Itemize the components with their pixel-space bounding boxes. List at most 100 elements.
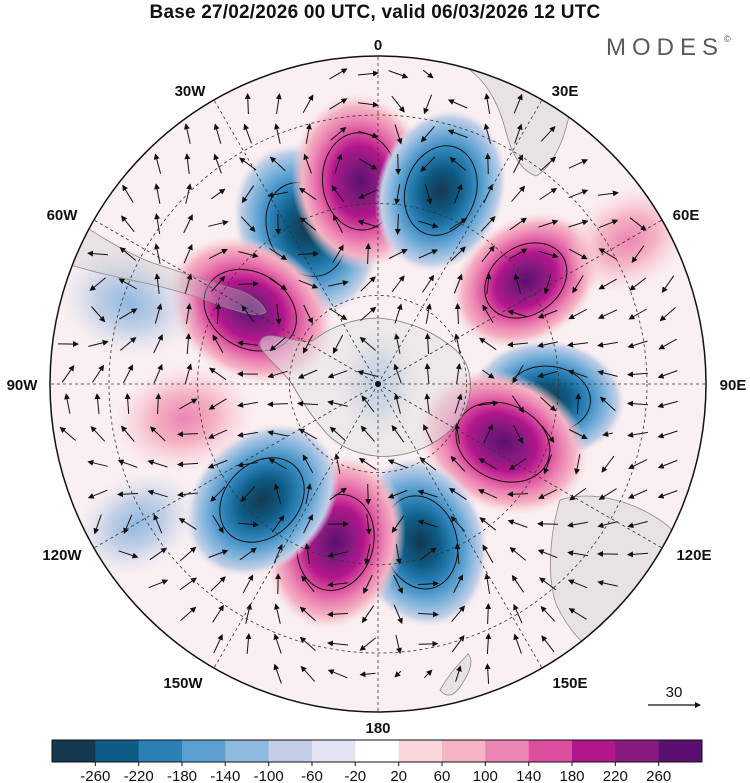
wind-vector-266 [271, 514, 285, 533]
wind-vector-315 [245, 603, 253, 624]
meridian-210 [213, 383, 379, 669]
wind-vector-154 [597, 341, 618, 348]
wind-vector-108 [453, 273, 463, 294]
wind-vector-93 [568, 248, 588, 260]
wind-vector-44 [185, 183, 193, 204]
wind-vector-284 [273, 543, 283, 564]
wind-vector-139 [153, 334, 163, 354]
longitude-label-180: 180 [365, 720, 390, 737]
wind-vector-155 [627, 340, 648, 349]
wind-vector-342 [359, 671, 376, 678]
wind-vector-42 [122, 184, 134, 203]
wind-vector-167 [357, 369, 378, 377]
colorbar-swatch-2 [138, 740, 183, 762]
wind-vector-23 [447, 129, 468, 138]
wind-vector-164 [267, 370, 288, 379]
wind-vector-183 [208, 398, 227, 410]
wind-vector-51 [394, 184, 401, 205]
wind-vector-234 [508, 458, 527, 471]
wind-vector-170 [455, 363, 462, 384]
wind-vector-267 [303, 514, 313, 534]
colorbar-tick-label-6: -20 [344, 768, 366, 783]
wind-vector-229 [358, 457, 377, 471]
wind-vector-104 [328, 280, 349, 287]
wind-vector-215 [541, 425, 555, 443]
colorbar-swatch-1 [95, 740, 139, 762]
wind-vector-101 [237, 280, 259, 287]
wind-vector-159 [123, 364, 133, 384]
longitude-label-90e: 90E [720, 377, 747, 394]
wind-vector-195 [575, 393, 582, 415]
latitude-circle-2 [108, 114, 648, 654]
wind-vector-251 [417, 489, 438, 498]
wind-vector-224 [207, 459, 228, 469]
wind-vector-49 [331, 185, 345, 203]
wind-vector-129 [482, 304, 494, 323]
wind-vector-339 [273, 663, 282, 684]
wind-vector-300 [242, 574, 254, 594]
wind-vector-282 [208, 549, 229, 558]
latitude-circle-1 [197, 203, 559, 565]
wind-vector-43 [154, 183, 161, 204]
wind-vector-120 [215, 303, 222, 325]
wind-vector-160 [153, 363, 163, 384]
wind-vector-178 [64, 393, 71, 414]
longitude-label-150w: 150W [163, 675, 203, 692]
wind-vector-88 [418, 249, 439, 259]
colorbar-tick-label-3: -140 [210, 768, 240, 783]
wind-vector-100 [211, 275, 226, 292]
wind-vector-247 [305, 483, 312, 504]
wind-vector-185 [267, 401, 289, 408]
wind-vector-214 [512, 424, 524, 444]
wind-vector-90 [481, 245, 495, 263]
wind-vector-196 [599, 396, 616, 412]
wind-vector-242 [147, 489, 168, 498]
wind-vector-102 [269, 278, 288, 291]
colorbar-swatch-12 [572, 740, 616, 762]
wind-vector-33 [334, 153, 343, 174]
wind-vector-189 [393, 393, 401, 414]
contour-line-2 [403, 145, 478, 236]
wind-vector-228 [334, 453, 341, 474]
wind-vector-281 [180, 546, 197, 561]
wind-vector-320 [393, 604, 403, 625]
wind-vector-78 [119, 246, 137, 261]
wind-vector-331 [327, 640, 349, 647]
wind-vector-291 [482, 544, 494, 563]
wind-vector-255 [538, 489, 558, 499]
wind-vector-22 [420, 126, 435, 143]
wind-vector-174 [567, 369, 588, 378]
wind-vector-5 [275, 93, 282, 114]
wind-vector-202 [149, 426, 166, 442]
wind-vector-290 [454, 543, 461, 565]
wind-vector-19 [330, 126, 347, 141]
wind-vector-263 [178, 518, 197, 530]
wind-vector-186 [297, 400, 319, 407]
wind-vector-177 [657, 370, 678, 379]
wind-vector-71 [480, 215, 496, 232]
wind-vector-192 [478, 400, 499, 407]
wind-vector-287 [364, 544, 371, 565]
wind-vector-89 [450, 246, 466, 262]
wind-vector-172 [512, 365, 524, 384]
wind-vector-126 [394, 303, 403, 324]
wind-vector-292 [509, 546, 527, 561]
wind-vector-54 [483, 183, 493, 204]
wind-vector-92 [538, 250, 559, 259]
wind-vector-48 [298, 187, 317, 201]
wind-vector-319 [361, 605, 375, 624]
wind-vector-2 [388, 70, 409, 79]
wind-vector-53 [454, 183, 463, 204]
wind-vector-264 [212, 515, 224, 534]
wind-vector-201 [120, 425, 135, 443]
wind-vector-39 [513, 154, 523, 174]
wind-vector-245 [240, 486, 256, 503]
wind-vector-219 [657, 430, 678, 439]
contour-line-3 [484, 242, 568, 319]
wind-vector-218 [627, 431, 648, 438]
wind-vector-246 [273, 483, 282, 504]
wind-vector-313 [180, 606, 197, 621]
longitude-label-90w: 90W [7, 377, 39, 394]
wind-vector-213 [483, 423, 493, 444]
